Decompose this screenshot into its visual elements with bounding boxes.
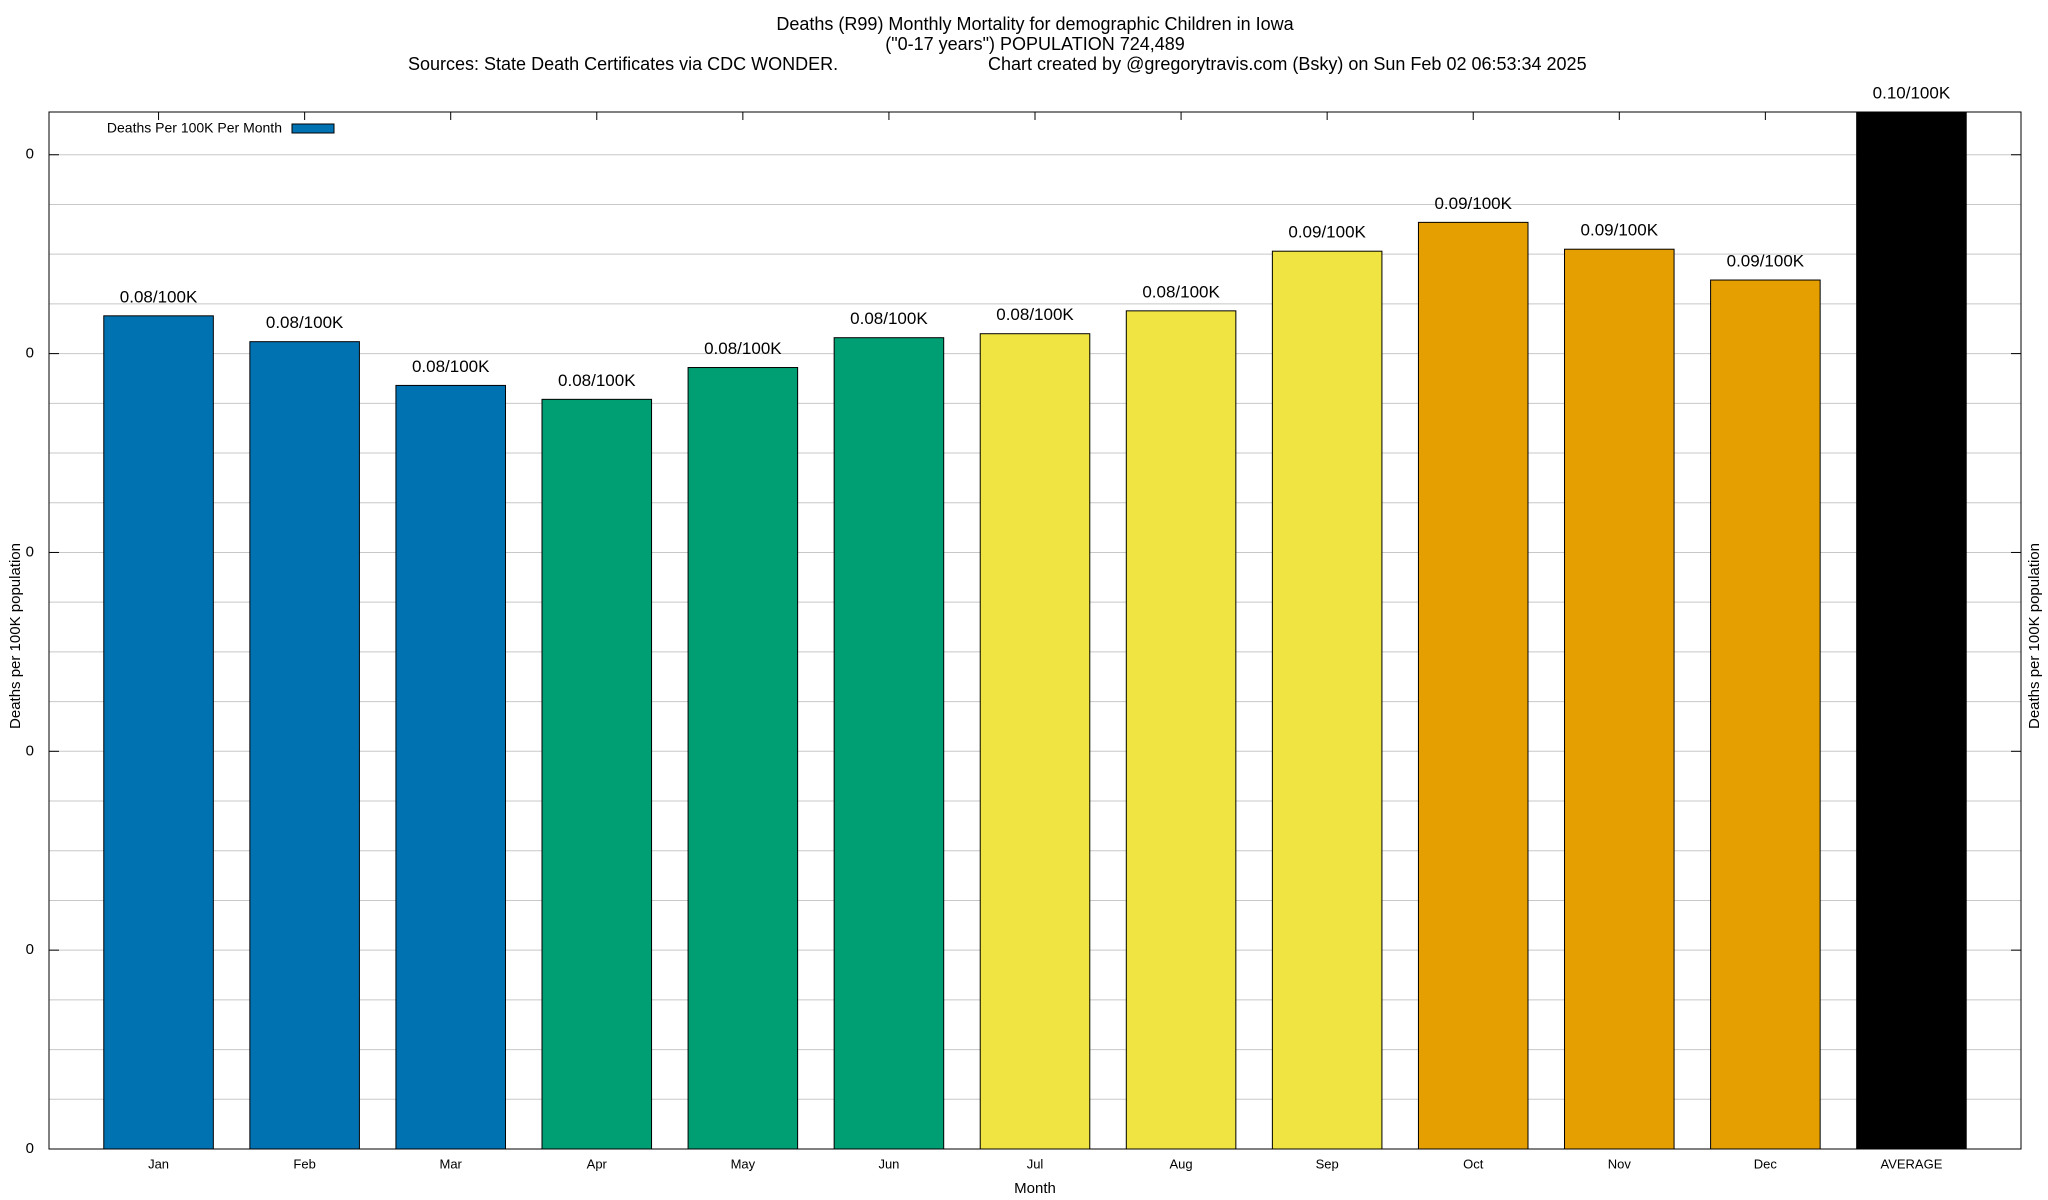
bar: [249, 341, 360, 1150]
bar: [1271, 250, 1383, 1150]
bar: [687, 367, 799, 1150]
value-label: 0.08/100K: [1142, 282, 1220, 301]
bar: [1856, 111, 1967, 1150]
value-label: 0.09/100K: [1581, 221, 1659, 240]
x-tick-label: AVERAGE: [1880, 1156, 1942, 1171]
bar: [1417, 221, 1529, 1150]
x-tick-label: Feb: [293, 1156, 315, 1171]
x-tick-label: Jun: [878, 1156, 899, 1171]
y-tick-label: 0: [26, 543, 34, 560]
bar: [103, 315, 214, 1150]
x-tick-label: Nov: [1608, 1156, 1632, 1171]
chart-source: Sources: State Death Certificates via CD…: [408, 54, 838, 74]
y-tick-label: 0: [26, 345, 34, 362]
chart-subtitle: ("0-17 years") POPULATION 724,489: [885, 34, 1185, 54]
y-tick-label: 0: [26, 146, 34, 163]
value-label: 0.08/100K: [996, 305, 1074, 324]
value-label: 0.08/100K: [266, 313, 344, 332]
x-tick-label: Sep: [1316, 1156, 1339, 1171]
legend-label: Deaths Per 100K Per Month: [107, 120, 282, 136]
bar: [1710, 279, 1821, 1150]
bar: [541, 398, 653, 1150]
x-tick-label: Aug: [1170, 1156, 1193, 1171]
x-tick-label: May: [731, 1156, 756, 1171]
y-tick-label: 0: [26, 941, 34, 958]
legend-swatch: [291, 123, 335, 134]
bar: [833, 337, 945, 1150]
x-tick-label: Jul: [1027, 1156, 1044, 1171]
x-tick-label: Dec: [1754, 1156, 1778, 1171]
plot-frame: [48, 111, 2022, 1150]
value-label: 0.08/100K: [412, 357, 490, 376]
y-tick-label: 0: [26, 1140, 34, 1157]
value-label: 0.08/100K: [120, 287, 198, 306]
bar: [1564, 248, 1675, 1150]
x-tick-label: Oct: [1463, 1156, 1484, 1171]
value-label: 0.08/100K: [704, 339, 782, 358]
y-axis-label: Deaths per 100K population: [7, 543, 24, 729]
value-label: 0.09/100K: [1288, 223, 1366, 242]
value-label: 0.09/100K: [1727, 252, 1805, 271]
y2-axis-label: Deaths per 100K population: [2026, 543, 2043, 729]
value-label: 0.08/100K: [850, 309, 928, 328]
bar: [979, 333, 1091, 1150]
value-label: 0.09/100K: [1434, 194, 1512, 213]
x-axis-label: Month: [1014, 1180, 1056, 1197]
bar: [395, 384, 506, 1150]
chart-credit: Chart created by @gregorytravis.com (Bsk…: [988, 54, 1587, 74]
value-label: 0.10/100K: [1873, 83, 1951, 102]
x-tick-label: Jan: [148, 1156, 169, 1171]
bar: [1125, 310, 1237, 1150]
chart-title: Deaths (R99) Monthly Mortality for demog…: [776, 14, 1294, 34]
x-tick-label: Mar: [440, 1156, 463, 1171]
y-tick-label: 0: [26, 742, 34, 759]
value-label: 0.08/100K: [558, 371, 636, 390]
x-tick-label: Apr: [587, 1156, 608, 1171]
